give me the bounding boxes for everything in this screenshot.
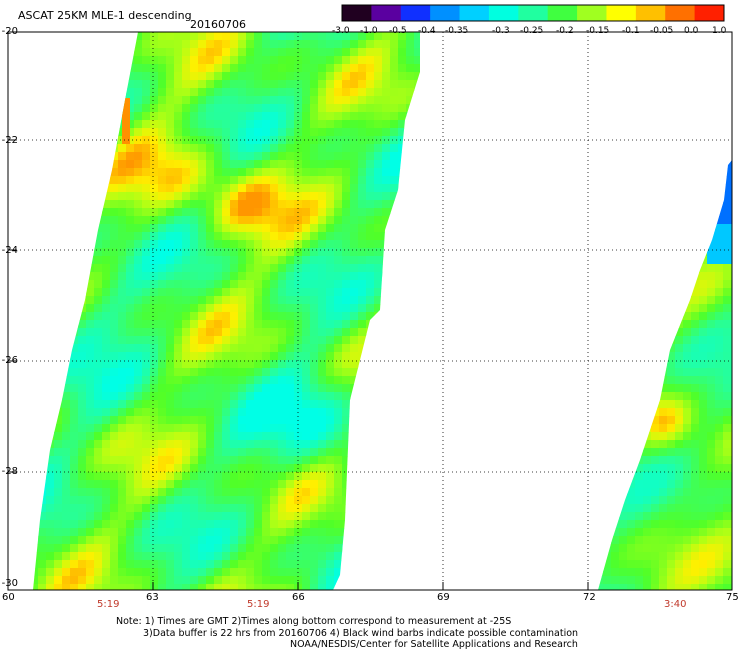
colorbar-label: -0.15: [586, 26, 610, 36]
colorbar-label: -0.3: [492, 26, 510, 36]
note-line-2: 3)Data buffer is 22 hrs from 20160706 4)…: [143, 628, 579, 639]
swath-east: [598, 160, 732, 590]
colorbar-label: -1.0: [360, 26, 378, 36]
colorbar-label: -0.5: [389, 26, 407, 36]
colorbar-label: 0.0: [684, 26, 699, 36]
colorbar-label: -0.25: [520, 26, 544, 36]
colorbar-segment: [547, 5, 578, 21]
colorbar-segment: [518, 5, 549, 21]
lon-label: 66: [292, 592, 305, 603]
colorbar-segment: [459, 5, 490, 21]
colorbar-segment: [694, 5, 725, 21]
note-line-3: NOAA/NESDIS/Center for Satellite Applica…: [290, 639, 578, 650]
colorbar-label: -0.4: [418, 26, 436, 36]
lat-label: -20: [1, 26, 18, 37]
colorbar-segment: [665, 5, 696, 21]
colorbar-segment: [577, 5, 607, 21]
colorbar-segment: [430, 5, 461, 21]
time-label: 3:40: [664, 599, 687, 610]
grid-lines: [7, 31, 733, 591]
colorbar-label: -0.2: [556, 26, 574, 36]
lat-label: -22: [1, 135, 18, 146]
colorbar-segment: [371, 5, 402, 21]
colorbar-segment: [606, 5, 637, 21]
colorbar-segment: [488, 5, 519, 21]
lon-label: 69: [437, 592, 450, 603]
lat-label: -30: [1, 578, 18, 589]
time-label: 5:19: [247, 599, 270, 610]
colorbar-segment: [342, 5, 372, 21]
lon-label: 72: [583, 592, 596, 603]
lat-label: -28: [1, 466, 18, 477]
colorbar-label: -3.0: [332, 26, 350, 36]
colorbar-frame: [341, 4, 725, 22]
colorbar-label: 1.0: [712, 26, 727, 36]
colorbar-segment: [400, 5, 431, 21]
lon-label: 75: [726, 592, 739, 603]
colorbar-label: -0.35: [445, 26, 469, 36]
colorbar-segment: [635, 5, 666, 21]
lon-label: 60: [2, 592, 15, 603]
note-line-1: Note: 1) Times are GMT 2)Times along bot…: [116, 616, 512, 627]
swath-west: [33, 32, 420, 590]
colorbar-label: -0.05: [650, 26, 674, 36]
colorbar-label: -0.1: [622, 26, 640, 36]
lat-label: -24: [1, 245, 18, 256]
map-title: ASCAT 25KM MLE-1 descending: [18, 9, 192, 22]
colorbar: [341, 4, 725, 22]
lat-label: -26: [1, 355, 18, 366]
map-date: 20160706: [190, 18, 246, 31]
plot-frame: [7, 31, 733, 591]
lon-label: 63: [146, 592, 159, 603]
time-label: 5:19: [97, 599, 120, 610]
data-swaths: [33, 32, 732, 590]
